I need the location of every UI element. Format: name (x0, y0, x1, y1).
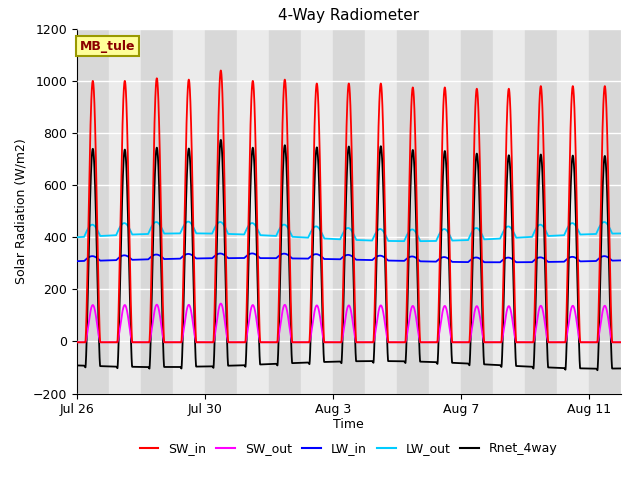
LW_in (385, 258, 393, 264)
LW_in (275, 253, 282, 259)
Rnet_4way (217, 137, 225, 143)
Bar (493, 29, 525, 394)
SW_out (291, 339, 298, 345)
SW_out (339, 336, 346, 341)
SW_in (291, 339, 298, 345)
Bar (237, 29, 269, 394)
Bar (365, 29, 397, 394)
Rnet_4way (275, 343, 282, 349)
Rnet_4way (291, 360, 298, 366)
SW_in (538, 87, 545, 93)
Text: MB_tule: MB_tule (79, 40, 135, 53)
Title: 4-Way Radiometer: 4-Way Radiometer (278, 9, 419, 24)
LW_out (417, 238, 424, 244)
Bar (621, 29, 640, 394)
LW_in (344, 252, 352, 258)
LW_in (617, 258, 625, 264)
Bar (301, 29, 333, 394)
Line: Rnet_4way: Rnet_4way (77, 140, 621, 370)
LW_in (248, 251, 256, 256)
LW_out (617, 230, 625, 236)
SW_out (217, 300, 225, 306)
Bar (557, 29, 589, 394)
Line: SW_out: SW_out (77, 303, 621, 342)
Y-axis label: Solar Radiation (W/m2): Solar Radiation (W/m2) (14, 138, 27, 284)
SW_in (339, 315, 346, 321)
Rnet_4way (617, 366, 625, 372)
Line: LW_in: LW_in (77, 253, 621, 262)
SW_out (617, 339, 625, 345)
LW_out (339, 231, 346, 237)
LW_out (538, 222, 545, 228)
SW_out (538, 303, 545, 309)
Bar (397, 29, 429, 394)
Rnet_4way (538, 155, 545, 160)
LW_in (291, 255, 298, 261)
Bar (525, 29, 557, 394)
SW_out (385, 339, 393, 345)
Line: SW_in: SW_in (77, 71, 621, 342)
Legend: SW_in, SW_out, LW_in, LW_out, Rnet_4way: SW_in, SW_out, LW_in, LW_out, Rnet_4way (134, 437, 563, 460)
LW_out (385, 238, 393, 244)
SW_in (617, 339, 625, 345)
Bar (77, 29, 109, 394)
Bar (173, 29, 205, 394)
Bar (429, 29, 461, 394)
SW_in (385, 339, 393, 345)
Bar (205, 29, 237, 394)
SW_out (344, 303, 352, 309)
Bar (141, 29, 173, 394)
SW_out (73, 339, 81, 345)
LW_out (275, 228, 282, 234)
SW_in (217, 68, 225, 73)
LW_out (344, 225, 352, 231)
SW_in (73, 339, 81, 345)
SW_in (275, 314, 282, 320)
SW_in (344, 82, 352, 88)
LW_out (73, 234, 81, 240)
Bar (109, 29, 141, 394)
LW_in (538, 255, 545, 261)
SW_out (275, 335, 282, 341)
LW_in (496, 259, 504, 265)
Rnet_4way (73, 362, 81, 368)
LW_in (339, 254, 346, 260)
Bar (269, 29, 301, 394)
Rnet_4way (385, 358, 393, 364)
Rnet_4way (594, 367, 602, 373)
X-axis label: Time: Time (333, 418, 364, 431)
Bar (589, 29, 621, 394)
Rnet_4way (339, 341, 346, 347)
LW_out (184, 219, 192, 225)
LW_out (291, 234, 298, 240)
Bar (461, 29, 493, 394)
LW_in (73, 258, 81, 264)
Bar (333, 29, 365, 394)
Rnet_4way (344, 145, 352, 151)
Line: LW_out: LW_out (77, 222, 621, 241)
